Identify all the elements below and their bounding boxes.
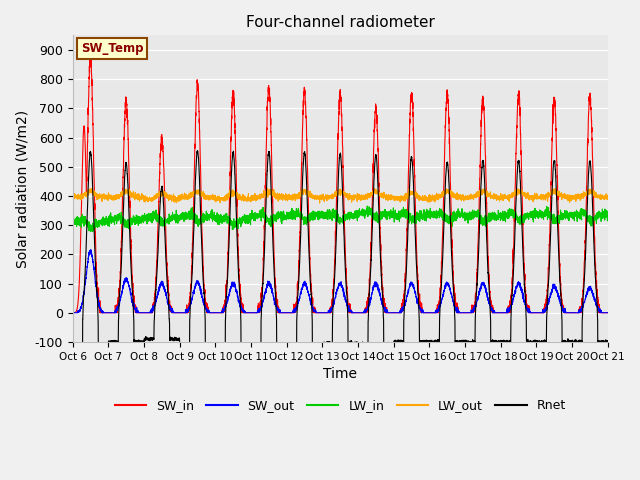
SW_in bbox=[604, 310, 612, 315]
Rnet bbox=[491, 338, 499, 344]
SW_out bbox=[431, 310, 438, 315]
Rnet bbox=[70, 346, 77, 351]
Rnet bbox=[194, 148, 202, 154]
SW_out bbox=[320, 310, 328, 315]
SW_out bbox=[604, 310, 612, 315]
SW_out bbox=[460, 310, 468, 315]
LW_in bbox=[165, 221, 173, 227]
LW_in bbox=[491, 217, 499, 223]
SW_in bbox=[165, 301, 173, 307]
Line: Rnet: Rnet bbox=[73, 151, 608, 348]
Line: LW_in: LW_in bbox=[73, 206, 608, 231]
SW_in bbox=[86, 52, 94, 58]
LW_out bbox=[460, 196, 468, 202]
LW_out bbox=[431, 193, 438, 199]
Rnet bbox=[604, 340, 612, 346]
SW_in bbox=[69, 310, 77, 315]
Rnet bbox=[165, 309, 173, 315]
LW_in bbox=[604, 210, 612, 216]
Rnet bbox=[431, 338, 438, 344]
SW_out bbox=[604, 310, 611, 315]
SW_in bbox=[431, 310, 438, 315]
LW_out bbox=[490, 194, 498, 200]
Rnet bbox=[460, 339, 468, 345]
LW_in bbox=[604, 209, 611, 215]
SW_in bbox=[491, 310, 499, 315]
LW_out bbox=[604, 196, 611, 202]
SW_out bbox=[69, 310, 77, 315]
Title: Four-channel radiometer: Four-channel radiometer bbox=[246, 15, 435, 30]
SW_in bbox=[104, 310, 112, 315]
Rnet bbox=[321, 341, 328, 347]
LW_in bbox=[431, 212, 438, 218]
LW_out bbox=[165, 195, 173, 201]
Rnet bbox=[604, 338, 611, 344]
X-axis label: Time: Time bbox=[323, 367, 357, 381]
Line: SW_in: SW_in bbox=[73, 55, 608, 312]
Text: SW_Temp: SW_Temp bbox=[81, 42, 143, 55]
LW_out bbox=[320, 194, 328, 200]
Legend: SW_in, SW_out, LW_in, LW_out, Rnet: SW_in, SW_out, LW_in, LW_out, Rnet bbox=[109, 394, 571, 417]
Y-axis label: Solar radiation (W/m2): Solar radiation (W/m2) bbox=[15, 109, 29, 268]
SW_out bbox=[165, 302, 173, 308]
LW_out bbox=[69, 195, 77, 201]
Line: SW_out: SW_out bbox=[73, 250, 608, 312]
SW_in bbox=[460, 310, 468, 315]
LW_in bbox=[88, 228, 96, 234]
LW_in bbox=[460, 210, 468, 216]
SW_out bbox=[87, 247, 95, 252]
LW_in bbox=[69, 219, 77, 225]
LW_out bbox=[604, 195, 612, 201]
SW_in bbox=[604, 310, 611, 315]
Rnet bbox=[69, 344, 77, 350]
LW_out bbox=[552, 185, 559, 191]
SW_out bbox=[490, 309, 498, 314]
Line: LW_out: LW_out bbox=[73, 188, 608, 203]
LW_in bbox=[364, 203, 371, 209]
LW_out bbox=[316, 200, 323, 206]
SW_in bbox=[321, 310, 328, 315]
LW_in bbox=[320, 210, 328, 216]
